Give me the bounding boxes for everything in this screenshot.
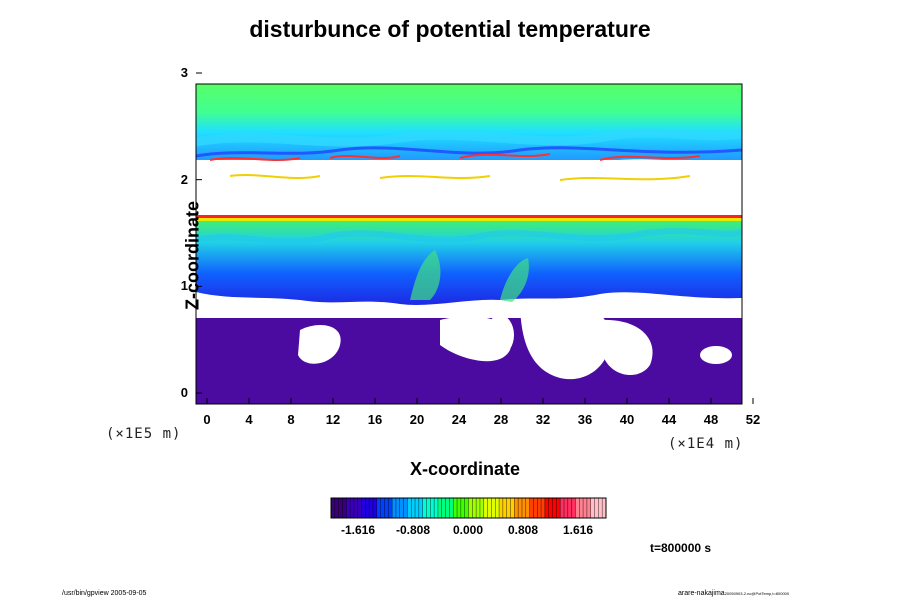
colorbar-tick-label: 0.808 xyxy=(507,523,539,537)
x-tick-label: 4 xyxy=(245,412,253,427)
x-tick-label: 48 xyxy=(703,412,719,427)
green-plume-1 xyxy=(410,250,441,300)
blue-streak-1 xyxy=(196,146,742,158)
x-tick-label: 44 xyxy=(661,412,677,427)
green-plume-2 xyxy=(500,258,529,302)
colorbar-swatch xyxy=(437,498,454,518)
y-tick-label: 0 xyxy=(180,385,188,400)
colorbar-swatch xyxy=(453,498,469,518)
colorbar-swatch xyxy=(590,498,607,518)
x-scale-right: (×1E4 m) xyxy=(668,436,744,452)
x-tick-label: 8 xyxy=(287,412,295,427)
colorbar-tick-label: -1.616 xyxy=(340,523,376,537)
white-eddy-4 xyxy=(600,319,653,376)
white-streak-1 xyxy=(196,159,742,177)
white-eddy-5 xyxy=(700,346,732,364)
x-tick-label: 20 xyxy=(409,412,425,427)
colorbar-swatch xyxy=(499,498,515,518)
plot-area xyxy=(196,84,742,404)
white-eddy-6 xyxy=(486,315,514,355)
colorbar-swatch xyxy=(346,498,363,518)
colorbar-swatch xyxy=(422,498,439,518)
yellow-stripe xyxy=(196,218,742,221)
x-tick-label: 12 xyxy=(325,412,341,427)
y-tick-label: 2 xyxy=(180,171,188,187)
yellow-streak-1 xyxy=(229,174,691,181)
y-tick-label: 1 xyxy=(180,278,188,294)
cyan-wisps xyxy=(196,228,742,245)
red-streak-1 xyxy=(209,153,701,161)
x-tick-label: 52 xyxy=(745,412,761,427)
plot-frame xyxy=(195,83,743,405)
colorbar-swatch xyxy=(575,498,592,518)
white-band-main xyxy=(196,180,742,215)
colorbar-swatch xyxy=(560,498,576,518)
x-tick-label: 28 xyxy=(493,412,509,427)
x-tick-label: 24 xyxy=(451,412,467,427)
colorbar-frame xyxy=(330,497,607,519)
colorbar xyxy=(330,497,607,519)
colorbar-swatch xyxy=(514,498,531,518)
x-scale-left: (×1E5 m) xyxy=(106,426,182,442)
x-tick-label: 0 xyxy=(203,412,211,427)
y-axis-label: Z-coordinate xyxy=(182,201,203,311)
x-axis-label: X-coordinate xyxy=(409,459,520,479)
x-tick-label: 40 xyxy=(619,412,635,427)
colorbar-tick-label: 1.616 xyxy=(562,523,594,537)
x-tick-label: 16 xyxy=(367,412,383,427)
time-label: t=800000 s xyxy=(650,541,712,555)
white-eddy-1 xyxy=(298,325,341,364)
colorbar-swatch xyxy=(529,498,546,518)
colorbar-swatch xyxy=(392,498,408,518)
y-tick-marks xyxy=(196,72,202,394)
footer-left: /usr/bin/gpview 2005-09-05 xyxy=(62,590,147,597)
cyan-streak-1 xyxy=(196,128,742,147)
footer-right: arare-nakajima20050903-2.nc@PotTemp,t=80… xyxy=(678,590,789,597)
colorbar-tick-label: 0.000 xyxy=(452,523,484,537)
colorbar-tick-label: -0.808 xyxy=(395,523,431,537)
colorbar-swatch xyxy=(544,498,561,518)
y-tick-label: 3 xyxy=(180,65,188,80)
white-boundary xyxy=(196,292,742,318)
colorbar-swatch xyxy=(361,498,378,518)
x-tick-marks xyxy=(206,398,754,404)
colorbar-swatch xyxy=(468,498,485,518)
colorbar-swatch xyxy=(483,498,500,518)
chart-title: disturbunce of potential temperature xyxy=(249,16,651,42)
colorbar-swatch xyxy=(331,498,347,518)
white-eddy-3 xyxy=(520,298,611,380)
colorbar-swatch xyxy=(376,498,393,518)
footer-right-small: 20050903-2.nc@PotTemp,t=800000 xyxy=(724,591,790,596)
colorbar-swatch xyxy=(407,498,424,518)
x-tick-label: 32 xyxy=(535,412,551,427)
red-stripe xyxy=(196,215,742,218)
x-tick-label: 36 xyxy=(577,412,593,427)
footer-right-main: arare-nakajima xyxy=(678,590,725,597)
